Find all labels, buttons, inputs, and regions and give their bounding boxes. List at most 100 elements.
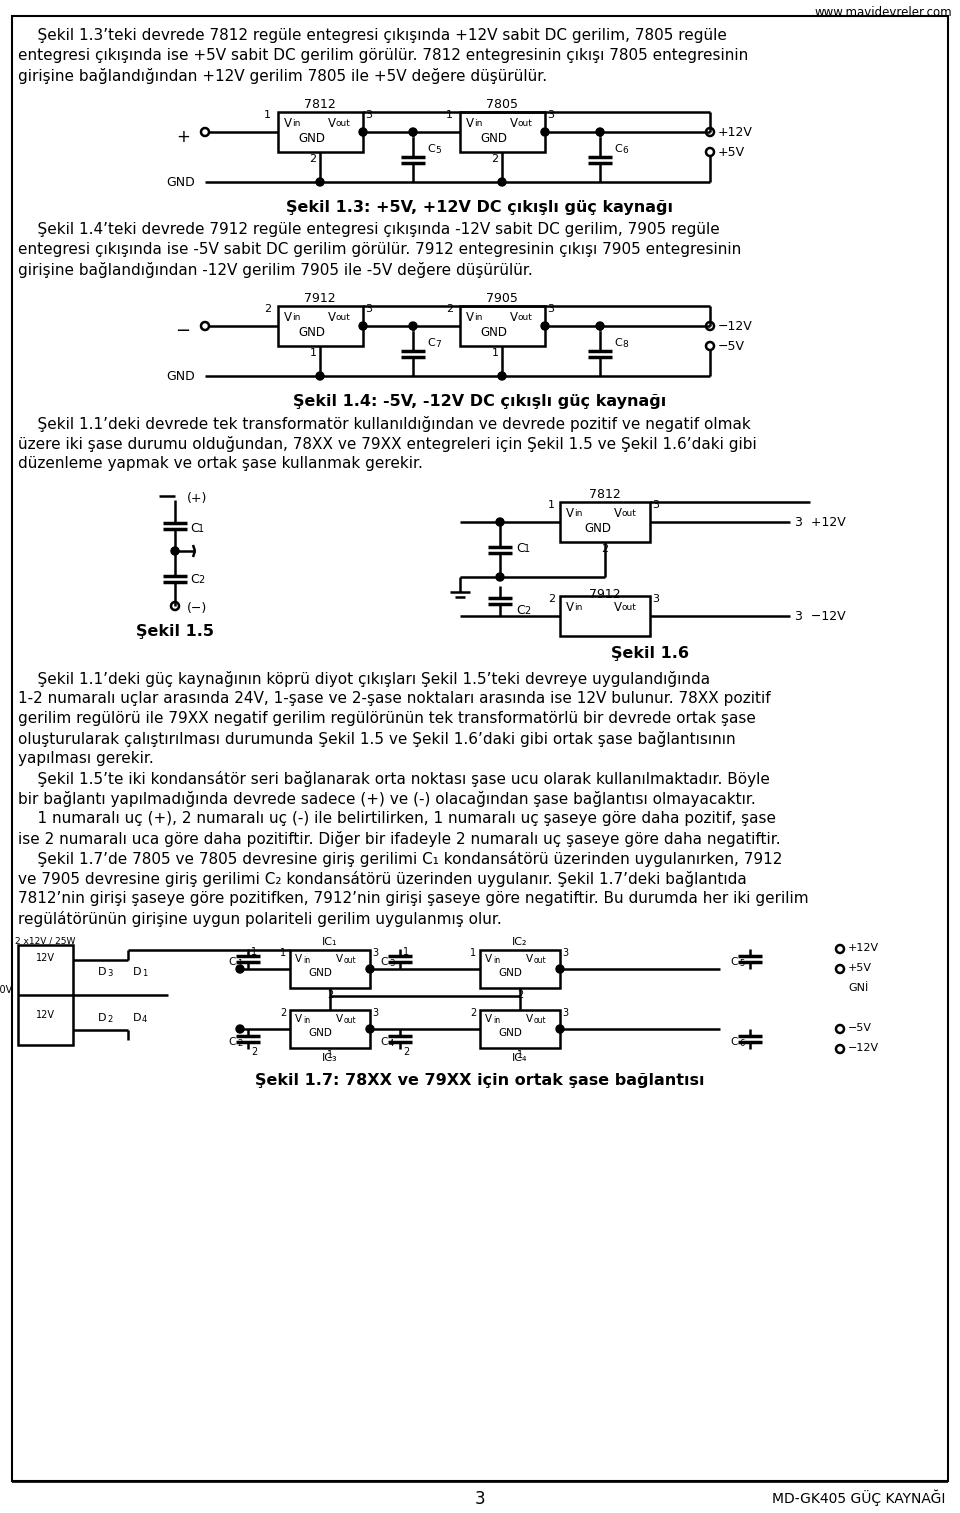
Text: in: in: [574, 508, 583, 517]
Circle shape: [236, 965, 244, 973]
Text: out: out: [518, 313, 533, 322]
Text: GND: GND: [308, 1027, 332, 1038]
Bar: [290, 950, 370, 988]
Text: out: out: [534, 1017, 546, 1024]
Text: 2 x12V / 25W: 2 x12V / 25W: [14, 937, 75, 946]
Text: 2: 2: [516, 990, 523, 1000]
Text: C: C: [380, 1036, 388, 1047]
Text: V: V: [526, 955, 533, 964]
Text: 6: 6: [622, 145, 628, 154]
Text: 1: 1: [327, 1050, 333, 1061]
Text: −: −: [176, 322, 191, 340]
Bar: [18, 946, 73, 1045]
Text: GND: GND: [498, 968, 522, 977]
Text: 3: 3: [562, 1008, 568, 1018]
Text: entegresi çıkışında ise +5V sabit DC gerilim görülür. 7812 entegresinin çıkışı 7: entegresi çıkışında ise +5V sabit DC ger…: [18, 48, 748, 64]
Text: C: C: [190, 573, 199, 586]
Text: 220V: 220V: [0, 985, 13, 996]
Text: in: in: [574, 604, 583, 611]
Circle shape: [366, 1024, 374, 1033]
Text: 3: 3: [365, 304, 372, 315]
Text: 2: 2: [403, 1047, 409, 1058]
Text: düzenleme yapmak ve ortak şase kullanmak gerekir.: düzenleme yapmak ve ortak şase kullanmak…: [18, 455, 422, 471]
Text: Şekil 1.1’deki devrede tek transformatör kullanıldığından ve devrede pozitif ve : Şekil 1.1’deki devrede tek transformatör…: [18, 416, 751, 433]
Text: V: V: [295, 1014, 302, 1024]
Text: C: C: [730, 958, 737, 967]
Text: GND: GND: [298, 132, 325, 145]
Text: 2: 2: [107, 1015, 112, 1024]
Text: V: V: [466, 312, 474, 324]
Text: 1: 1: [492, 348, 498, 359]
Text: 12V: 12V: [36, 953, 55, 962]
Text: V: V: [614, 507, 622, 520]
Text: 2: 2: [198, 575, 204, 586]
Text: GND: GND: [308, 968, 332, 977]
Bar: [560, 502, 650, 542]
Text: 7805: 7805: [486, 98, 518, 110]
Text: 3: 3: [652, 499, 659, 510]
Text: out: out: [344, 956, 356, 965]
Text: C: C: [516, 542, 525, 555]
Text: −5V: −5V: [718, 340, 745, 353]
Text: +12V: +12V: [718, 126, 753, 139]
Text: 7812: 7812: [589, 489, 621, 501]
Text: V: V: [485, 1014, 492, 1024]
Circle shape: [541, 129, 549, 136]
Text: out: out: [534, 956, 546, 965]
Circle shape: [556, 965, 564, 973]
Text: V: V: [284, 312, 292, 324]
Text: 3: 3: [562, 949, 568, 958]
Text: 2: 2: [492, 154, 498, 163]
Text: yapılması gerekir.: yapılması gerekir.: [18, 750, 154, 766]
Text: Şekil 1.3: +5V, +12V DC çıkışlı güç kaynağı: Şekil 1.3: +5V, +12V DC çıkışlı güç kayn…: [286, 200, 674, 215]
Text: D: D: [98, 1014, 107, 1023]
Text: Şekil 1.4: -5V, -12V DC çıkışlı güç kaynağı: Şekil 1.4: -5V, -12V DC çıkışlı güç kayn…: [294, 393, 666, 409]
Bar: [560, 596, 650, 635]
Text: V: V: [614, 601, 622, 614]
Text: 1: 1: [280, 949, 286, 958]
Text: 2: 2: [326, 990, 333, 1000]
Text: 2: 2: [524, 607, 530, 616]
Text: D: D: [98, 967, 107, 977]
Text: GND: GND: [498, 1027, 522, 1038]
Circle shape: [359, 129, 367, 136]
Text: Şekil 1.5’te iki kondansátör seri bağlanarak orta noktası şase ucu olarak kullan: Şekil 1.5’te iki kondansátör seri bağlan…: [18, 772, 770, 787]
Text: 1: 1: [446, 110, 453, 120]
Text: C: C: [190, 522, 199, 536]
Circle shape: [171, 548, 179, 555]
Text: GNİ: GNİ: [848, 983, 868, 993]
Text: 1 numaralı uç (+), 2 numaralı uç (-) ile belirtilirken, 1 numaralı uç şaseye gör: 1 numaralı uç (+), 2 numaralı uç (-) ile…: [18, 811, 776, 826]
Circle shape: [359, 322, 367, 330]
Text: Şekil 1.4’teki devrede 7912 regüle entegresi çıkışında -12V sabit DC gerilim, 79: Şekil 1.4’teki devrede 7912 regüle enteg…: [18, 222, 720, 238]
Text: 3  −12V: 3 −12V: [795, 610, 846, 623]
Text: in: in: [474, 120, 482, 129]
Text: C: C: [614, 144, 622, 154]
Text: 3: 3: [365, 110, 372, 120]
Text: in: in: [292, 313, 300, 322]
Bar: [460, 112, 545, 151]
Text: in: in: [493, 1017, 500, 1024]
Text: 7812: 7812: [304, 98, 336, 110]
Circle shape: [596, 129, 604, 136]
Text: bir bağlantı yapılmadığında devrede sadece (+) ve (-) olacağından şase bağlantıs: bir bağlantı yapılmadığında devrede sade…: [18, 791, 756, 806]
Text: 2: 2: [237, 1039, 242, 1049]
Circle shape: [316, 179, 324, 186]
Text: D: D: [133, 967, 141, 977]
Text: C: C: [228, 958, 235, 967]
Text: 1: 1: [548, 499, 555, 510]
Circle shape: [236, 1024, 244, 1033]
Text: 1-2 numaralı uçlar arasında 24V, 1-şase ve 2-şase noktaları arasında ise 12V bul: 1-2 numaralı uçlar arasında 24V, 1-şase …: [18, 691, 771, 707]
Text: 2: 2: [251, 1047, 257, 1058]
Text: 2: 2: [309, 154, 317, 163]
Bar: [278, 112, 363, 151]
Text: +: +: [176, 129, 190, 145]
Text: out: out: [336, 120, 350, 129]
Text: V: V: [336, 1014, 343, 1024]
Text: (+): (+): [187, 492, 207, 505]
Text: −5V: −5V: [848, 1023, 872, 1033]
Text: C: C: [380, 958, 388, 967]
Text: 1: 1: [142, 968, 147, 977]
Text: in: in: [303, 1017, 310, 1024]
Text: Şekil 1.3’teki devrede 7812 regüle entegresi çıkışında +12V sabit DC gerilim, 78: Şekil 1.3’teki devrede 7812 regüle enteg…: [18, 29, 727, 42]
Text: 7: 7: [435, 340, 441, 350]
